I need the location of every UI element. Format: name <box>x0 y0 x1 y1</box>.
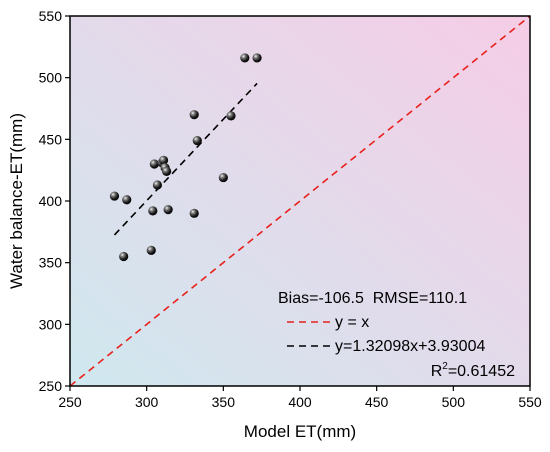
x-tick-label-4: 450 <box>365 394 389 410</box>
axis-ticks: 250 300 350 400 450 500 550 250 300 350 400 450 500 5… <box>39 8 542 410</box>
data-point-16 <box>226 111 236 121</box>
y-tick-label-6: 550 <box>39 8 63 24</box>
data-point-5 <box>149 159 159 169</box>
x-tick-label-1: 300 <box>135 394 159 410</box>
series-line-0 <box>69 15 531 387</box>
data-point-10 <box>162 166 172 176</box>
x-tick-label-3: 400 <box>288 394 312 410</box>
x-tick-label-2: 350 <box>212 394 236 410</box>
bias-rmse-annotation: Bias=-106.5 RMSE=110.1 <box>278 290 467 307</box>
data-point-2 <box>122 195 132 205</box>
legend-label-fit: y=1.32098x+3.93004 <box>335 338 485 355</box>
y-tick-label-3: 400 <box>39 193 63 209</box>
data-point-8 <box>158 155 169 165</box>
data-point-11 <box>163 205 173 215</box>
y-tick-label-1: 300 <box>39 316 63 332</box>
data-point-3 <box>146 245 156 255</box>
x-tick-label-5: 500 <box>442 394 466 410</box>
legend: Bias=-106.5 RMSE=110.1 y = x y=1.32098x+… <box>278 290 515 380</box>
r2-r: R <box>431 363 443 380</box>
r2-value: =0.61452 <box>448 363 515 380</box>
x-tick-label-6: 550 <box>518 394 542 410</box>
legend-label-identity: y = x <box>335 314 369 331</box>
y-tick-label-2: 350 <box>39 255 63 271</box>
y-axis-title: Water balance-ET(mm) <box>7 113 26 289</box>
r2-superscript: 2 <box>442 361 448 372</box>
y-tick-label-5: 500 <box>39 70 63 86</box>
data-points <box>109 53 262 262</box>
data-point-1 <box>119 251 129 262</box>
y-tick-label-4: 450 <box>39 131 63 147</box>
x-axis-title: Model ET(mm) <box>244 422 356 441</box>
data-point-18 <box>252 53 262 63</box>
data-point-15 <box>218 172 228 183</box>
series-lines <box>69 15 531 387</box>
y-tick-label-0: 250 <box>39 378 63 394</box>
data-point-17 <box>240 53 250 63</box>
data-point-0 <box>109 191 120 201</box>
data-point-12 <box>189 110 199 120</box>
data-point-6 <box>152 180 162 190</box>
data-point-14 <box>192 135 202 146</box>
x-tick-label-0: 250 <box>58 394 82 410</box>
data-point-13 <box>189 208 199 218</box>
r-squared-label: R2=0.61452 <box>431 361 515 380</box>
data-point-4 <box>148 206 158 216</box>
series-line-1 <box>113 82 258 236</box>
